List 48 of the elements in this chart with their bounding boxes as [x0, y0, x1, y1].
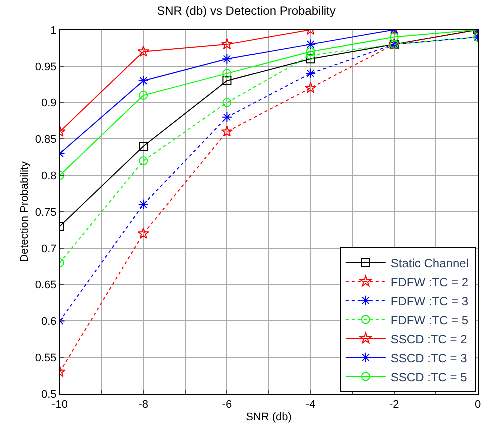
point	[138, 76, 149, 86]
point	[306, 54, 316, 64]
legend-label: SSCD :TC = 2	[390, 332, 468, 346]
point	[306, 47, 316, 56]
y-tick-label: 0.7	[42, 243, 57, 256]
point	[306, 68, 316, 79]
y-tick-label: 0.75	[35, 206, 57, 219]
point	[221, 38, 234, 50]
x-tick-label: -10	[52, 399, 68, 412]
point	[306, 50, 316, 60]
point	[304, 82, 317, 94]
legend-label: Static Channel	[390, 256, 469, 270]
point	[222, 69, 232, 78]
y-tick-label: 0.55	[35, 352, 57, 364]
y-tick-label: 0.9	[42, 98, 57, 110]
x-tick-label: -8	[138, 399, 148, 412]
point	[139, 156, 148, 166]
point	[138, 228, 150, 239]
point	[390, 32, 399, 42]
legend-label: FDFW :TC = 3	[390, 294, 469, 308]
y-tick-label: 0.85	[35, 134, 57, 146]
x-tick-label: -4	[306, 399, 316, 412]
x-tick-label: -6	[222, 399, 232, 412]
point	[139, 91, 148, 100]
y-tick-label: 0.95	[35, 61, 57, 74]
chart-title: SNR (db) vs Detection Probability	[157, 4, 336, 18]
y-tick-label: 0.8	[42, 170, 57, 182]
y-axis-title: Detection Probability	[19, 161, 32, 262]
point	[306, 39, 316, 50]
legend-label: FDFW :TC = 5	[390, 313, 469, 328]
point	[222, 98, 232, 108]
x-tick-label: -2	[390, 399, 400, 412]
legend-label: FDFW :TC = 2	[390, 275, 469, 290]
point	[222, 112, 232, 123]
y-tick-label: 0.5	[42, 388, 57, 401]
legend-label: SSCD :TC = 5	[390, 370, 468, 384]
legend-label: SSCD :TC = 3	[390, 351, 468, 366]
x-tick-label: 0	[474, 399, 482, 412]
y-tick-label: 0.65	[35, 280, 57, 292]
point	[139, 142, 148, 151]
y-tick-label: 0.6	[42, 316, 57, 328]
point	[221, 126, 234, 137]
point	[138, 199, 149, 210]
x-axis-title: SNR (db)	[246, 411, 292, 424]
point	[222, 54, 232, 64]
point	[138, 46, 150, 57]
y-tick-label: 1	[50, 24, 57, 37]
point	[222, 76, 232, 86]
